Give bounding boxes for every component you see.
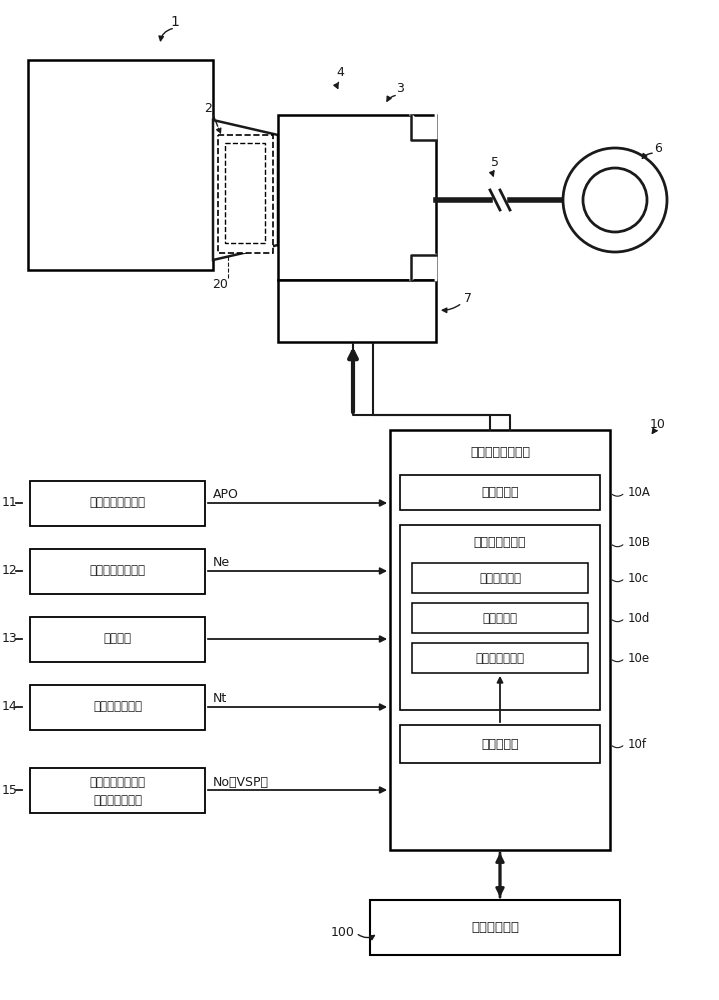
Text: 10A: 10A [628, 486, 651, 499]
Bar [30, 617, 205, 662]
Text: 13: 13 [2, 633, 18, 646]
Text: 5: 5 [491, 155, 499, 168]
Text: 发动机控制部: 发动机控制部 [471, 921, 519, 934]
Bar [370, 900, 620, 955]
Text: No（VSP）: No（VSP） [213, 776, 269, 788]
Bar [28, 60, 213, 270]
Text: 7: 7 [464, 292, 472, 304]
Text: 4: 4 [336, 66, 344, 79]
Text: 变速级监视部: 变速级监视部 [479, 572, 521, 584]
Text: 故障部位限定部: 故障部位限定部 [475, 652, 524, 664]
Text: 2: 2 [204, 102, 212, 114]
Text: 15: 15 [2, 784, 18, 796]
Bar [412, 563, 588, 593]
Circle shape [583, 168, 647, 232]
Text: 12: 12 [2, 564, 18, 578]
Text: 故障部位检测部: 故障部位检测部 [474, 536, 526, 550]
Bar [400, 525, 600, 710]
Text: 故障检测部: 故障检测部 [482, 611, 518, 624]
Text: 浡轮旋转传感器: 浡轮旋转传感器 [93, 700, 142, 714]
Text: 100: 100 [331, 926, 355, 940]
Bar [218, 135, 273, 253]
Text: 变速控制部: 变速控制部 [481, 486, 518, 499]
Text: APO: APO [213, 488, 239, 502]
Text: 加速器开度传感器: 加速器开度传感器 [89, 496, 145, 510]
Bar [412, 643, 588, 673]
Bar [30, 481, 205, 526]
Text: 映像存储部: 映像存储部 [481, 738, 518, 750]
Bar [278, 280, 436, 342]
Text: 10B: 10B [628, 536, 651, 550]
Text: 10d: 10d [628, 611, 651, 624]
Text: （车速传感器）: （车速传感器） [93, 794, 142, 806]
Bar [400, 725, 600, 763]
Text: 10: 10 [650, 418, 666, 432]
Text: 3: 3 [396, 82, 404, 95]
Circle shape [563, 148, 667, 252]
Text: 10e: 10e [628, 652, 650, 664]
Text: 10c: 10c [628, 572, 649, 584]
Bar [390, 430, 610, 850]
Text: 20: 20 [212, 278, 228, 292]
Bar [412, 603, 588, 633]
Text: Nt: Nt [213, 692, 227, 706]
Text: 14: 14 [2, 700, 18, 714]
Text: 11: 11 [2, 496, 18, 510]
Bar [30, 549, 205, 594]
Text: 自动变速器控制器: 自动变速器控制器 [470, 446, 530, 458]
Bar [30, 768, 205, 813]
Polygon shape [213, 120, 278, 260]
Bar [225, 143, 265, 243]
Text: 档位开关: 档位开关 [104, 633, 132, 646]
Text: 发动机旋转传感器: 发动机旋转传感器 [89, 564, 145, 578]
Text: Ne: Ne [213, 556, 230, 570]
Text: 6: 6 [654, 141, 662, 154]
Bar [278, 115, 436, 280]
Bar [30, 685, 205, 730]
Text: 输出轴旋转传感器: 输出轴旋转传感器 [89, 776, 145, 788]
Text: 1: 1 [170, 15, 180, 29]
Text: 10f: 10f [628, 738, 647, 750]
Bar [400, 475, 600, 510]
